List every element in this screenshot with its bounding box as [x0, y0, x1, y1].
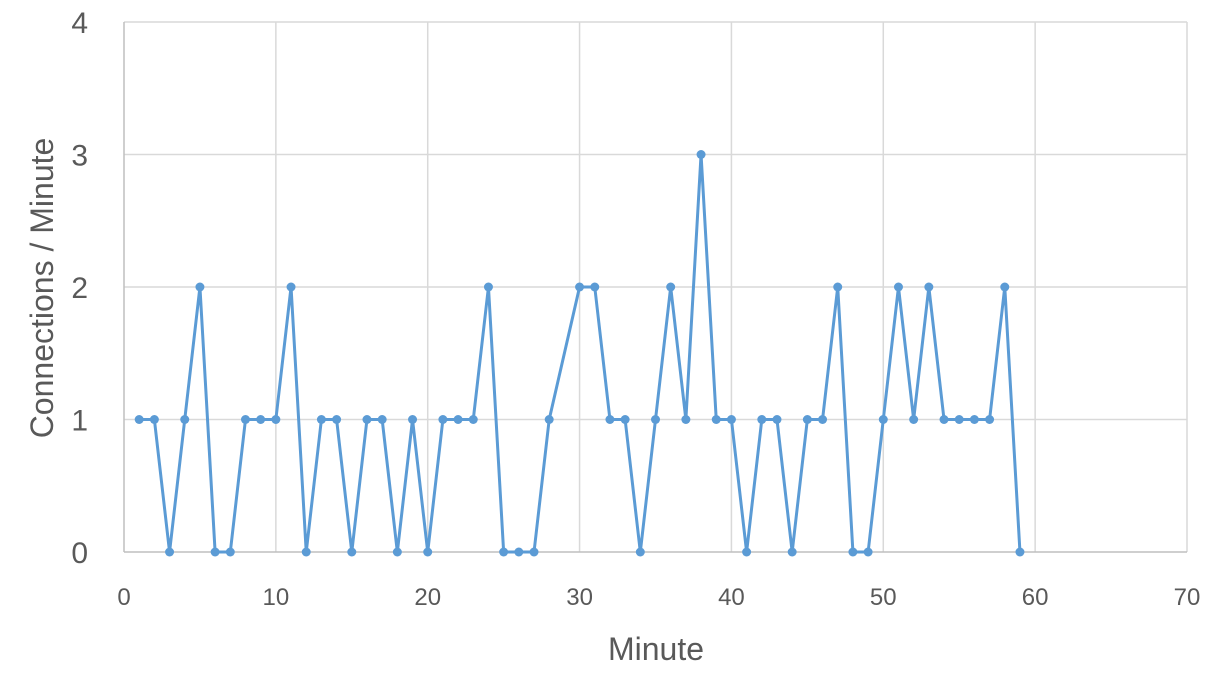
data-point [666, 282, 676, 292]
x-tick-label: 20 [414, 584, 441, 611]
data-point [438, 415, 448, 424]
data-point [195, 282, 205, 292]
x-tick-label: 70 [1174, 584, 1201, 611]
data-point [590, 282, 600, 292]
data-point [878, 415, 888, 424]
data-point [347, 547, 357, 557]
data-point [1015, 547, 1025, 557]
data-point [544, 415, 554, 424]
data-point [529, 547, 539, 557]
x-axis-ticks: 0 10 20 30 40 50 60 70 [117, 584, 1200, 611]
data-point [985, 415, 995, 424]
data-point [134, 415, 144, 424]
data-point [620, 415, 630, 424]
data-point [833, 282, 843, 292]
y-tick-label: 3 [71, 140, 88, 173]
x-tick-label: 50 [870, 584, 897, 611]
data-point [240, 415, 250, 424]
data-point [651, 415, 660, 424]
data-point [954, 415, 964, 424]
y-tick-label: 2 [71, 272, 88, 305]
y-tick-label: 1 [71, 405, 88, 438]
data-point [483, 282, 493, 292]
series-line [139, 153, 1022, 554]
data-point [1000, 282, 1010, 292]
data-point [726, 415, 736, 424]
x-tick-label: 0 [117, 584, 130, 611]
data-point [893, 282, 903, 292]
y-tick-label: 0 [71, 537, 88, 570]
data-point [377, 415, 387, 424]
gridlines [124, 21, 1188, 552]
axes [123, 22, 1187, 553]
data-point [165, 547, 175, 557]
data-point [271, 415, 281, 424]
data-point [408, 415, 418, 424]
data-point [772, 415, 782, 424]
data-point [575, 282, 585, 292]
data-point [286, 282, 296, 292]
data-point [210, 547, 220, 557]
x-axis-title: Minute [608, 631, 704, 667]
data-point [939, 415, 949, 424]
data-point [848, 547, 858, 557]
data-point [149, 415, 159, 424]
data-point [605, 415, 615, 424]
y-axis-ticks: 0 1 2 3 4 [71, 7, 88, 570]
data-point [332, 415, 342, 424]
data-point [301, 547, 311, 557]
y-tick-label: 4 [71, 7, 88, 40]
series-layer [134, 150, 1025, 557]
data-point [468, 415, 478, 424]
data-point [362, 415, 372, 424]
data-point [392, 547, 402, 557]
data-point [316, 415, 326, 424]
data-point [453, 415, 463, 424]
data-point [757, 415, 767, 424]
data-point [696, 150, 706, 159]
x-tick-label: 10 [263, 584, 290, 611]
data-point [924, 282, 934, 292]
data-point [863, 547, 873, 557]
x-tick-label: 60 [1022, 584, 1049, 611]
data-point [635, 547, 645, 557]
data-point [802, 415, 812, 424]
x-tick-label: 30 [566, 584, 593, 611]
x-tick-label: 40 [718, 584, 745, 611]
data-point [969, 415, 979, 424]
data-point [787, 547, 797, 557]
data-point [742, 547, 752, 557]
data-point [499, 547, 509, 557]
data-point [818, 415, 828, 424]
data-point [225, 547, 235, 557]
data-point [256, 415, 266, 424]
y-axis-title: Connections / Minute [24, 138, 60, 439]
data-point [681, 415, 691, 424]
data-point [423, 547, 433, 557]
data-point [909, 415, 919, 424]
data-point [180, 415, 190, 424]
data-point [514, 547, 524, 557]
data-point [711, 415, 721, 424]
